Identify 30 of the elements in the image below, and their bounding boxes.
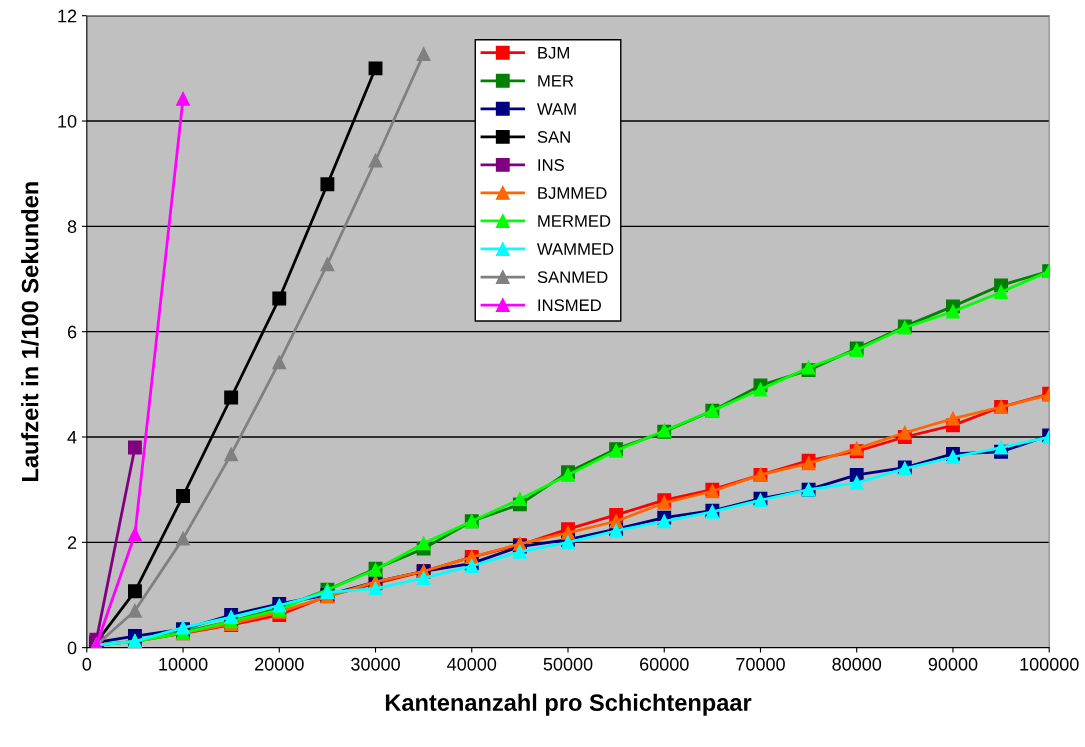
- y-tick-label: 4: [67, 431, 77, 444]
- legend-label: BJMMED: [538, 187, 607, 199]
- x-tick-label: 10000: [159, 657, 208, 671]
- x-tick-label: 50000: [543, 657, 593, 671]
- legend-label: SANMED: [537, 271, 608, 284]
- x-tick-label: 100000: [1020, 657, 1079, 671]
- x-tick-label: 30000: [351, 657, 400, 671]
- legend-label: SAN: [537, 131, 570, 143]
- y-tick-label: 12: [58, 9, 77, 23]
- x-tick-label: 0: [82, 657, 92, 671]
- x-tick-label: 90000: [928, 657, 978, 671]
- legend-label: INS: [538, 159, 564, 171]
- y-axis-title: Laufzeit in 1/100 Sekunden: [21, 182, 39, 481]
- y-tick-label: 0: [67, 641, 77, 655]
- y-tick-label: 6: [67, 325, 77, 339]
- legend-label: WAM: [537, 103, 576, 115]
- x-axis-title: Kantenanzahl pro Schichtenpaar: [385, 693, 752, 716]
- x-tick-label: 20000: [255, 657, 304, 671]
- x-tick-label: 40000: [447, 657, 497, 671]
- x-tick-label: 80000: [832, 657, 882, 671]
- y-tick-label: 8: [67, 220, 77, 234]
- legend-label: MER: [538, 75, 574, 87]
- legend-label: BJM: [538, 47, 569, 59]
- y-tick-label: 2: [67, 536, 77, 549]
- legend-label: WAMMED: [537, 243, 614, 255]
- x-tick-label: 70000: [736, 657, 785, 671]
- legend-label: INSMED: [538, 299, 601, 312]
- y-tick-label: 10: [58, 114, 77, 128]
- x-tick-label: 60000: [640, 657, 689, 671]
- legend-label: MERMED: [538, 215, 611, 227]
